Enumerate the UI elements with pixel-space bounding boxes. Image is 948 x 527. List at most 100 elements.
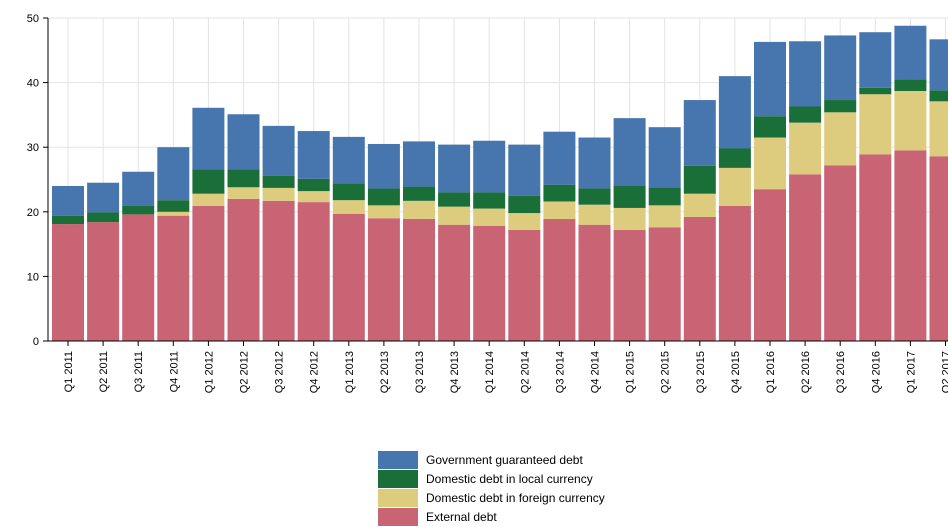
bar-segment [894, 91, 926, 150]
bar-segment [543, 132, 575, 185]
x-tick-label: Q2 2012 [239, 351, 251, 393]
bar-segment [543, 219, 575, 341]
bar-segment [438, 207, 470, 225]
bar-segment [122, 206, 154, 214]
bar-segment [930, 39, 948, 90]
bar-segment [192, 169, 224, 194]
bar-segment [894, 26, 926, 80]
x-tick-label: Q1 2013 [344, 351, 356, 393]
legend-item-government-guaranteed: Government guaranteed debt [378, 451, 605, 469]
bar-segment [684, 100, 716, 166]
bar-segment [228, 114, 260, 169]
bar-segment [859, 154, 891, 341]
bar-segment [859, 32, 891, 88]
legend-label: Domestic debt in local currency [426, 472, 593, 486]
bar-segment [52, 186, 84, 216]
bar-segment [649, 187, 681, 205]
x-tick-label: Q1 2011 [63, 351, 75, 392]
bars [52, 26, 948, 341]
bar-segment [192, 108, 224, 169]
bar-segment [789, 41, 821, 106]
legend: Government guaranteed debt Domestic debt… [378, 451, 605, 527]
bar-segment [684, 217, 716, 341]
bar-segment [263, 188, 295, 201]
legend-item-external: External debt [378, 508, 605, 526]
y-tick-label: 30 [27, 142, 39, 154]
bar-segment [789, 107, 821, 123]
bar-segment [754, 138, 786, 190]
bar-segment [719, 148, 751, 167]
y-tick-label: 0 [33, 336, 39, 348]
legend-swatch [378, 508, 418, 526]
bar-segment [579, 205, 611, 225]
x-tick-label: Q1 2017 [905, 351, 917, 393]
x-tick-label: Q3 2016 [835, 351, 847, 393]
bar-segment [508, 230, 540, 341]
x-tick-label: Q3 2013 [414, 351, 426, 393]
x-tick-label: Q4 2015 [730, 351, 742, 393]
legend-swatch [378, 451, 418, 469]
bar-segment [508, 213, 540, 230]
bar-segment [894, 79, 926, 91]
x-tick-label: Q4 2012 [309, 351, 321, 393]
legend-label: External debt [426, 510, 497, 524]
bar-segment [87, 212, 119, 222]
bar-segment [403, 201, 435, 219]
bar-segment [579, 225, 611, 341]
bar-segment [368, 205, 400, 218]
bar-segment [579, 138, 611, 189]
legend-swatch [378, 470, 418, 488]
bar-segment [368, 218, 400, 341]
bar-segment [508, 196, 540, 213]
bar-segment [403, 187, 435, 201]
bar-segment [824, 35, 856, 100]
legend-label: Government guaranteed debt [426, 453, 583, 467]
bar-segment [614, 208, 646, 230]
bar-segment [438, 225, 470, 341]
bar-segment [368, 144, 400, 189]
legend-item-domestic-local: Domestic debt in local currency [378, 470, 605, 488]
bar-segment [543, 185, 575, 202]
bar-segment [789, 174, 821, 341]
x-tick-label: Q2 2011 [98, 351, 110, 392]
bar-segment [263, 126, 295, 176]
bar-segment [192, 206, 224, 341]
y-tick-label: 10 [27, 271, 39, 283]
bar-segment [649, 127, 681, 187]
bar-segment [298, 191, 330, 202]
bar-segment [579, 189, 611, 205]
bar-segment [473, 209, 505, 226]
y-tick-label: 50 [27, 13, 39, 25]
bar-segment [473, 192, 505, 208]
bar-segment [859, 94, 891, 154]
x-tick-label: Q2 2016 [800, 351, 812, 393]
y-tick-label: 20 [27, 207, 39, 219]
bar-segment [368, 189, 400, 206]
bar-segment [930, 101, 948, 156]
x-tick-label: Q1 2012 [203, 351, 215, 393]
bar-segment [157, 216, 189, 341]
bar-segment [298, 131, 330, 179]
bar-segment [894, 150, 926, 341]
bar-segment [333, 214, 365, 341]
bar-segment [298, 179, 330, 191]
x-tick-label: Q1 2016 [765, 351, 777, 393]
bar-segment [403, 219, 435, 341]
bar-segment [614, 185, 646, 208]
x-tick-label: Q2 2015 [660, 351, 672, 393]
x-tick-label: Q1 2014 [484, 351, 496, 393]
bar-segment [438, 192, 470, 206]
bar-segment [508, 145, 540, 196]
bar-segment [228, 187, 260, 199]
x-tick-label: Q3 2011 [133, 351, 145, 392]
legend-item-domestic-foreign: Domestic debt in foreign currency [378, 489, 605, 507]
bar-segment [824, 112, 856, 165]
bar-segment [543, 201, 575, 218]
bar-segment [824, 100, 856, 112]
bar-segment [930, 90, 948, 101]
bar-segment [403, 141, 435, 186]
bar-segment [333, 137, 365, 184]
bar-segment [52, 224, 84, 341]
bar-segment [473, 141, 505, 193]
